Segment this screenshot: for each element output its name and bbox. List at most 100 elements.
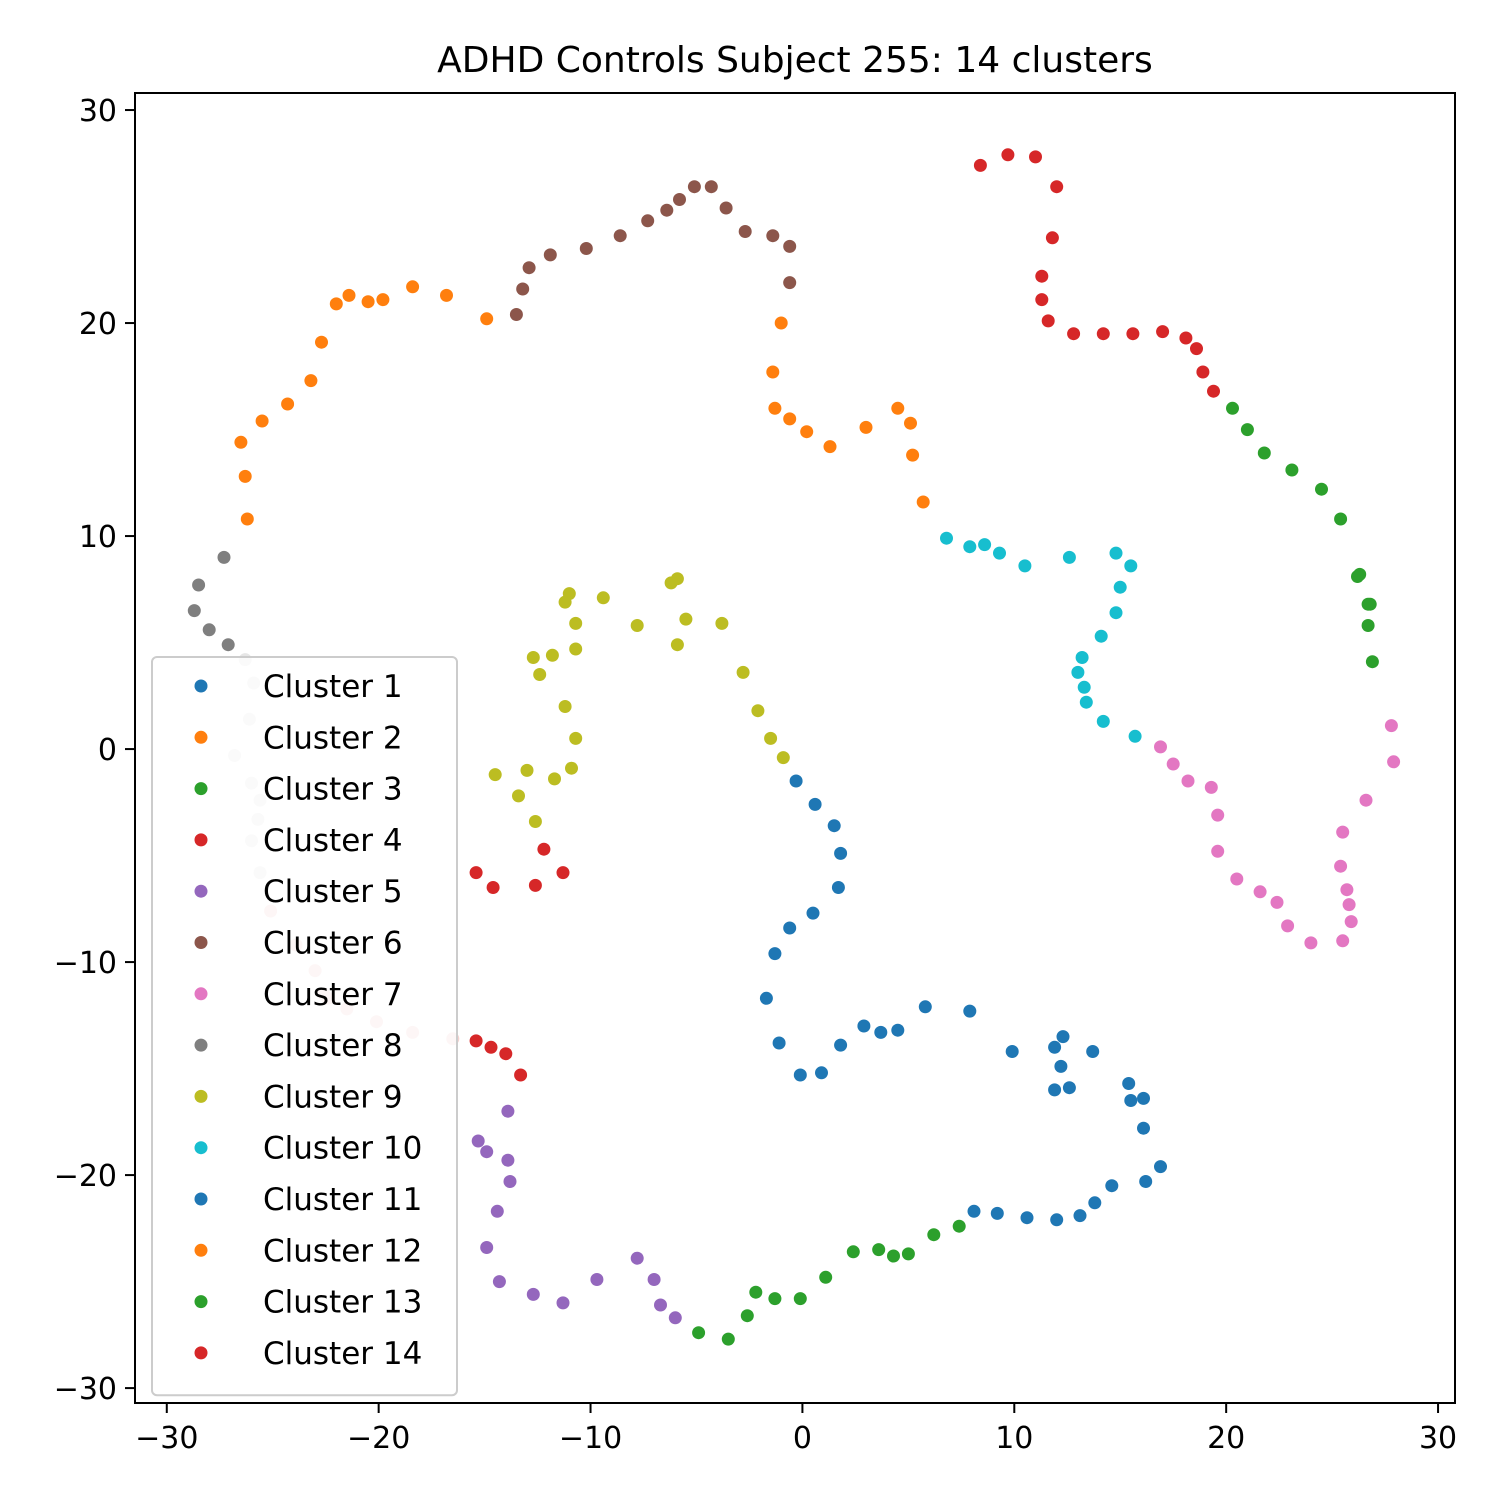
- data-point-series-2-3: [1285, 463, 1299, 477]
- data-point-series-1-1: [766, 365, 780, 379]
- data-point-series-0-14: [874, 1025, 888, 1039]
- data-point-series-0-13: [857, 1019, 871, 1033]
- data-point-series-0-25: [1122, 1077, 1136, 1090]
- data-point-series-6-7: [1253, 885, 1267, 899]
- data-point-series-5-7: [660, 203, 674, 217]
- data-point-series-11-5: [304, 374, 318, 388]
- y-tick-label: 30: [79, 94, 117, 129]
- data-point-series-13-7: [499, 1047, 513, 1061]
- data-point-series-6-2: [1181, 774, 1195, 788]
- data-point-series-3-12: [1179, 331, 1193, 345]
- data-point-series-5-0: [509, 308, 523, 321]
- data-point-series-9-14: [1079, 695, 1093, 709]
- data-point-series-13-1: [556, 866, 570, 880]
- legend-label: Cluster 14: [263, 1336, 422, 1372]
- data-point-series-0-16: [918, 1000, 932, 1014]
- data-point-series-0-28: [1137, 1121, 1150, 1135]
- legend-label: Cluster 10: [263, 1131, 422, 1167]
- data-point-series-11-13: [480, 312, 494, 326]
- data-point-series-13-2: [528, 878, 542, 892]
- data-point-series-6-13: [1342, 898, 1356, 912]
- data-point-series-5-10: [704, 180, 718, 194]
- data-point-series-8-9: [670, 638, 684, 652]
- data-point-series-0-15: [891, 1023, 905, 1037]
- legend-marker: [194, 1295, 208, 1309]
- legend-marker: [194, 1243, 208, 1257]
- data-point-series-8-25: [528, 815, 542, 828]
- data-point-series-12-5: [846, 1245, 860, 1259]
- legend-label: Cluster 11: [263, 1182, 422, 1218]
- data-point-series-10-5: [1050, 1213, 1064, 1227]
- data-point-series-9-7: [1124, 559, 1138, 573]
- data-point-series-10-2: [1105, 1179, 1119, 1193]
- data-point-series-0-22: [1062, 1081, 1076, 1095]
- data-point-series-4-3: [501, 1153, 515, 1167]
- data-point-series-9-4: [1018, 559, 1032, 573]
- data-point-series-7-4: [221, 638, 235, 652]
- legend-box: [151, 656, 458, 1397]
- data-point-series-0-1: [808, 797, 822, 811]
- legend-label: Cluster 3: [263, 772, 403, 808]
- legend-marker: [194, 782, 208, 796]
- data-point-series-8-3: [569, 642, 583, 656]
- data-point-series-0-21: [1054, 1059, 1068, 1073]
- data-point-series-5-2: [522, 261, 536, 275]
- data-point-series-8-7: [670, 572, 684, 586]
- data-point-series-10-7: [990, 1206, 1004, 1220]
- data-point-series-0-6: [783, 921, 797, 935]
- data-point-series-8-22: [520, 763, 534, 777]
- data-point-series-10-4: [1073, 1209, 1087, 1223]
- data-point-series-5-9: [687, 180, 701, 194]
- data-point-series-5-1: [516, 282, 530, 296]
- data-point-series-1-5: [823, 440, 837, 454]
- data-point-series-9-9: [1109, 606, 1123, 620]
- x-tick-label: 20: [1207, 1421, 1245, 1456]
- data-point-series-11-11: [406, 280, 420, 294]
- data-point-series-2-10: [1361, 619, 1375, 632]
- data-point-series-9-13: [1077, 680, 1091, 694]
- data-point-series-2-2: [1257, 446, 1271, 460]
- legend-marker: [194, 884, 208, 898]
- data-point-series-5-13: [766, 229, 780, 243]
- legend-marker: [194, 1346, 208, 1360]
- legend-marker: [194, 987, 208, 1001]
- data-point-series-12-3: [887, 1249, 900, 1263]
- data-point-series-4-0: [501, 1104, 515, 1118]
- data-point-series-4-9: [556, 1296, 570, 1310]
- data-point-series-11-6: [315, 335, 328, 349]
- data-point-series-0-23: [1048, 1083, 1062, 1097]
- data-point-series-1-3: [783, 412, 797, 426]
- data-point-series-1-8: [904, 416, 917, 430]
- data-point-series-5-4: [579, 242, 593, 255]
- data-point-series-1-7: [891, 401, 905, 415]
- data-point-series-7-3: [202, 623, 216, 637]
- data-point-series-3-3: [1050, 180, 1064, 194]
- legend-marker: [194, 1192, 208, 1206]
- legend-label: Cluster 7: [263, 977, 403, 1013]
- data-point-series-0-24: [1086, 1045, 1100, 1058]
- data-point-series-0-26: [1124, 1094, 1138, 1107]
- data-point-series-0-4: [831, 881, 845, 894]
- data-point-series-9-5: [1062, 550, 1076, 564]
- data-point-series-8-5: [630, 619, 644, 632]
- data-point-series-3-13: [1190, 342, 1203, 356]
- data-point-series-0-9: [772, 1036, 786, 1050]
- legend-marker: [194, 1141, 208, 1155]
- data-point-series-1-4: [800, 425, 814, 439]
- data-point-series-10-1: [1139, 1175, 1153, 1188]
- data-point-series-9-6: [1109, 546, 1123, 560]
- data-point-series-2-7: [1353, 567, 1367, 581]
- y-tick-label: −20: [54, 1159, 117, 1194]
- data-point-series-3-7: [1041, 314, 1055, 328]
- data-point-series-3-6: [1035, 293, 1049, 307]
- data-point-series-5-15: [783, 276, 797, 290]
- data-point-series-5-5: [613, 229, 627, 243]
- legend-marker: [194, 833, 208, 847]
- data-point-series-8-1: [558, 595, 572, 609]
- data-point-series-9-3: [993, 546, 1006, 560]
- legend-label: Cluster 2: [263, 720, 403, 756]
- data-point-series-6-0: [1154, 740, 1167, 754]
- legend-label: Cluster 6: [263, 926, 403, 962]
- data-point-series-8-18: [558, 700, 572, 713]
- data-point-series-4-14: [668, 1311, 682, 1325]
